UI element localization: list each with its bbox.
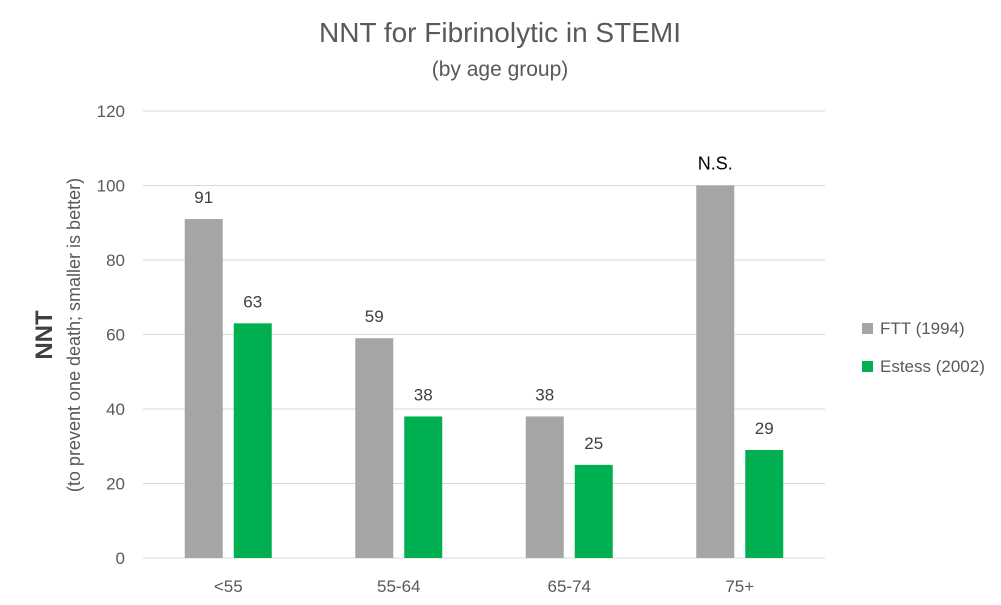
data-label: N.S. (698, 154, 733, 174)
data-label: 59 (365, 307, 384, 326)
data-label: 38 (535, 385, 554, 404)
bar-75+-0 (696, 185, 735, 558)
y-axis-subtitle: (to prevent one death; smaller is better… (64, 178, 84, 492)
x-tick-label: 55-64 (377, 577, 420, 596)
x-tick-label: 75+ (725, 577, 754, 596)
bar-<55-0 (184, 219, 223, 558)
legend-swatch (862, 361, 873, 372)
bar-65-74-0 (525, 416, 564, 558)
data-label: 25 (584, 434, 603, 453)
y-tick-label: 20 (106, 475, 125, 494)
bars (184, 185, 784, 558)
chart-title: NNT for Fibrinolytic in STEMI (319, 17, 681, 48)
legend-entry: Estess (2002) (880, 357, 985, 376)
y-tick-label: 80 (106, 251, 125, 270)
y-axis-label: NNT (to prevent one death; smaller is be… (31, 178, 84, 492)
y-tick-label: 60 (106, 326, 125, 345)
data-label: 91 (194, 188, 213, 207)
y-tick-label: 120 (97, 102, 125, 121)
data-label: 38 (414, 385, 433, 404)
bar-55-64-1 (404, 416, 443, 558)
legend-swatch (862, 323, 873, 334)
legend-entry: FTT (1994) (880, 319, 965, 338)
data-label: 29 (755, 419, 774, 438)
bar-65-74-1 (574, 464, 613, 558)
bar-75+-1 (745, 449, 784, 558)
y-tick-label: 100 (97, 177, 125, 196)
y-tick-label: 0 (116, 549, 125, 568)
y-axis-title: NNT (31, 310, 58, 360)
x-tick-label: <55 (214, 577, 243, 596)
y-axis-ticks: 0 20 40 60 80 100 120 (97, 102, 125, 568)
bar-55-64-0 (355, 338, 394, 558)
y-tick-label: 40 (106, 400, 125, 419)
x-axis-ticks: <55 55-64 65-74 75+ (214, 577, 754, 596)
x-tick-label: 65-74 (548, 577, 591, 596)
legend: FTT (1994) Estess (2002) (862, 319, 985, 376)
data-labels: 91 63 59 38 38 25 N.S. 29 (194, 154, 773, 453)
chart-subtitle: (by age group) (432, 58, 569, 81)
data-label: 63 (243, 292, 262, 311)
bar-<55-1 (233, 323, 272, 558)
